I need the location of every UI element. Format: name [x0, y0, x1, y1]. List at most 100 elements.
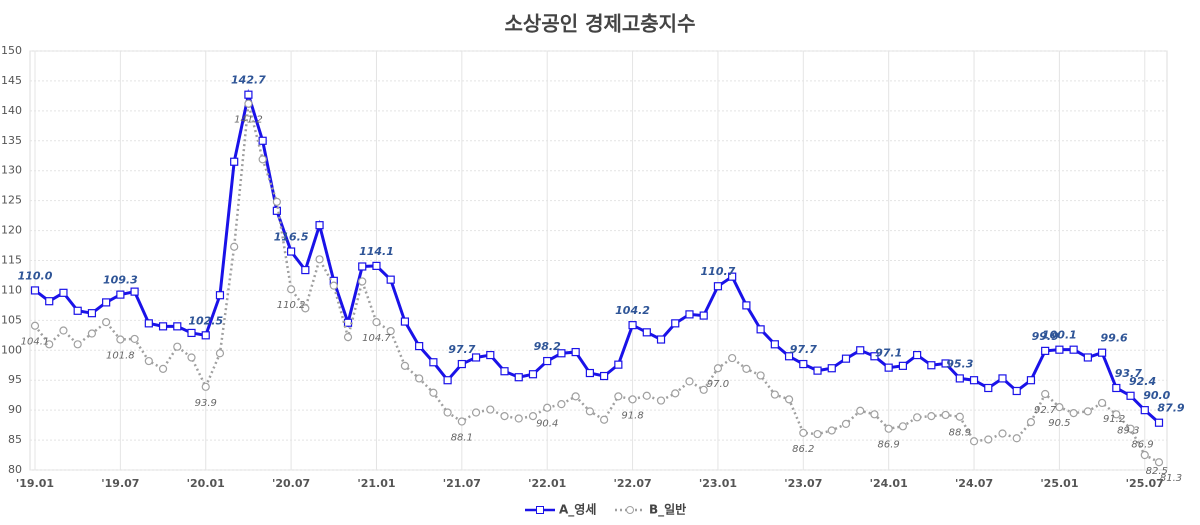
marker [784, 352, 794, 361]
y-tick-label: 85 [8, 433, 22, 446]
x-tick-label: '23.01 [699, 477, 737, 490]
data-label: 104.7 [362, 333, 391, 344]
data-label: 110.0 [18, 269, 53, 282]
marker [955, 374, 964, 383]
marker [130, 287, 139, 296]
marker [756, 325, 765, 334]
marker [215, 291, 225, 300]
marker [884, 363, 893, 372]
marker [799, 428, 808, 437]
marker [443, 408, 452, 417]
marker [1012, 386, 1021, 396]
data-label: 90.0 [1143, 389, 1170, 402]
data-label: 104.2 [615, 304, 650, 317]
x-tick-label: '20.07 [272, 477, 310, 490]
data-label: 88.9 [949, 428, 971, 439]
marker [543, 356, 552, 366]
marker [102, 318, 111, 327]
data-label: 86.9 [1131, 440, 1153, 451]
marker [856, 406, 865, 415]
marker [642, 391, 651, 400]
marker [187, 353, 196, 362]
marker [386, 327, 395, 336]
marker [130, 334, 139, 344]
data-label: 91.2 [1103, 414, 1125, 425]
marker [1083, 353, 1092, 362]
marker [301, 304, 310, 313]
marker [1012, 434, 1021, 443]
data-label: 101.8 [106, 351, 135, 362]
marker [457, 359, 466, 369]
data-label: 90.5 [1048, 418, 1070, 429]
data-label: 86.2 [792, 444, 814, 455]
marker [343, 333, 353, 342]
marker [585, 368, 594, 378]
marker [799, 359, 808, 369]
marker [230, 242, 239, 251]
marker [301, 265, 310, 275]
x-tick-label: '25.01 [1040, 477, 1078, 490]
marker [728, 272, 737, 281]
y-tick-label: 140 [1, 104, 22, 117]
marker [1140, 450, 1149, 460]
marker [955, 412, 964, 421]
marker [841, 419, 851, 429]
legend-marker [626, 506, 634, 514]
marker [471, 353, 481, 362]
marker [1112, 410, 1121, 419]
y-tick-label: 145 [1, 74, 22, 87]
data-label: 86.9 [878, 440, 900, 451]
marker [770, 390, 779, 399]
y-tick-label: 120 [1, 224, 22, 237]
marker [742, 301, 751, 310]
marker [713, 282, 723, 291]
marker [884, 424, 893, 433]
marker [614, 360, 623, 369]
marker [415, 374, 424, 383]
marker [685, 310, 694, 319]
marker [372, 318, 381, 327]
data-label: 91.8 [621, 410, 643, 421]
marker [656, 335, 666, 344]
y-tick-label: 130 [1, 164, 22, 177]
marker [600, 415, 609, 424]
marker [1041, 346, 1050, 355]
marker [898, 361, 907, 370]
chart-title: 소상공인 경제고충지수 [505, 12, 696, 36]
x-tick-label: '20.01 [187, 477, 225, 490]
data-label: 89.3 [1117, 425, 1139, 436]
y-tick-label: 105 [1, 313, 22, 326]
marker [30, 321, 40, 330]
marker [941, 410, 950, 420]
marker [514, 414, 523, 423]
data-label: 102.5 [188, 314, 223, 327]
marker [400, 361, 410, 370]
marker [215, 349, 225, 358]
marker [756, 371, 765, 380]
marker [1026, 376, 1036, 385]
marker [557, 400, 566, 409]
marker [543, 403, 552, 412]
marker [102, 298, 111, 307]
marker [1041, 389, 1050, 399]
marker [30, 286, 40, 295]
data-label: 90.4 [536, 419, 558, 430]
marker [1112, 383, 1121, 393]
marker [358, 277, 367, 286]
data-label: 93.7 [1115, 367, 1142, 380]
marker [415, 341, 424, 351]
data-label: 110.2 [277, 300, 306, 311]
marker [329, 281, 338, 290]
marker [1126, 424, 1135, 433]
marker [571, 347, 580, 357]
marker [287, 247, 296, 256]
marker [429, 358, 438, 367]
marker [386, 275, 395, 284]
x-tick-label: '21.07 [443, 477, 481, 490]
y-tick-label: 100 [1, 343, 22, 356]
data-label: 109.3 [103, 274, 138, 287]
marker [201, 331, 210, 340]
x-tick-label: '25.07 [1126, 477, 1164, 490]
marker [45, 297, 54, 306]
marker [358, 262, 367, 271]
